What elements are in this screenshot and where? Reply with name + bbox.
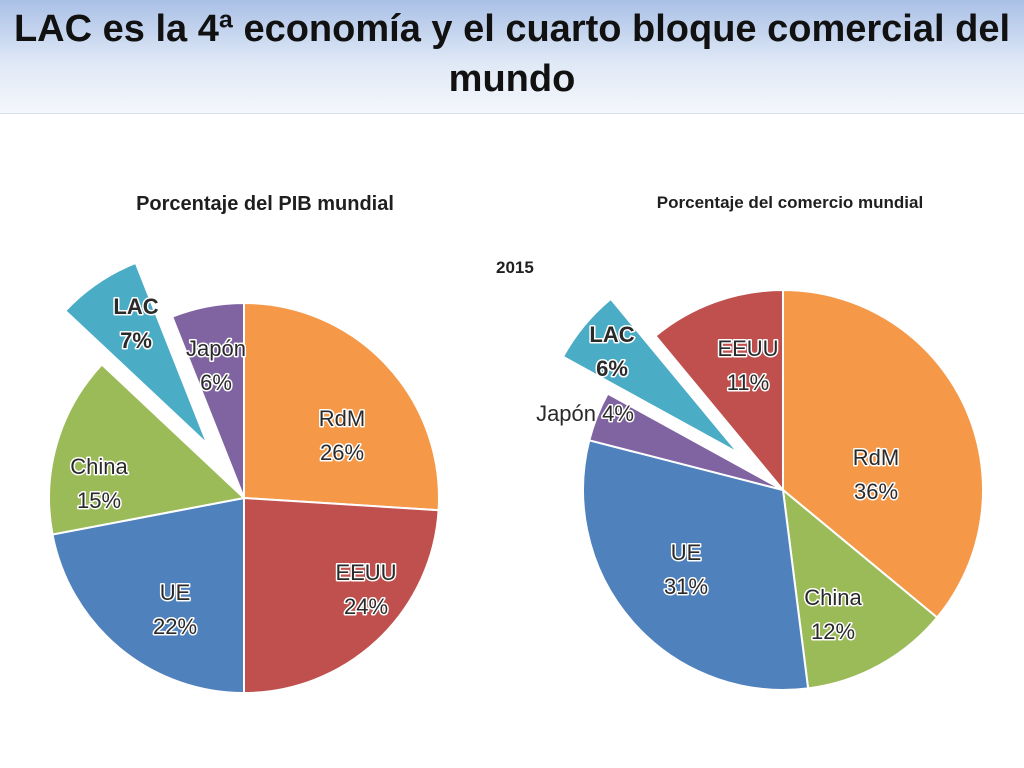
slice-china bbox=[48, 363, 247, 536]
label-eeuu: EEUU 11% bbox=[717, 336, 778, 395]
label-name-rdm: RdM bbox=[853, 445, 899, 470]
slice-japon bbox=[588, 392, 784, 491]
label-name-eeuu: EEUU bbox=[717, 336, 778, 361]
pib-chart-title: Porcentaje del PIB mundial bbox=[136, 193, 394, 215]
slice-lac bbox=[561, 297, 740, 454]
label-name-eeuu: EEUU bbox=[335, 560, 396, 585]
pib-pie: RdM 26% EEUU 24% UE 22% China 15% LAC 7% Japón 6% bbox=[48, 261, 440, 695]
slice-rdm bbox=[782, 288, 985, 619]
label-value-rdm: 26% bbox=[320, 440, 364, 465]
label-value-rdm: 36% bbox=[854, 479, 898, 504]
label-china: China 15% bbox=[70, 454, 128, 513]
title-bar: LAC es la 4ª economía y el cuarto bloque… bbox=[0, 0, 1024, 114]
trade-pie: RdM 36% China 12% UE 31% Japón 4% LAC 6% EEUU 11% bbox=[535, 288, 985, 691]
trade-chart-title: Porcentaje del comercio mundial bbox=[656, 193, 924, 212]
page-title: LAC es la 4ª economía y el cuarto bloque… bbox=[13, 8, 1011, 100]
label-rdm: RdM 26% bbox=[319, 406, 365, 465]
label-name-lac: LAC bbox=[113, 294, 158, 319]
label-value-ue: 31% bbox=[664, 574, 708, 599]
label-china: China 12% bbox=[804, 585, 862, 644]
label-value-lac: 6% bbox=[596, 356, 628, 381]
label-japon: Japón 6% bbox=[186, 336, 246, 395]
label-name-japon: Japón bbox=[186, 336, 246, 361]
slice-eeuu bbox=[654, 288, 784, 493]
slice-ue bbox=[51, 496, 245, 695]
label-lac: LAC 6% bbox=[589, 322, 634, 381]
label-ue: UE 31% bbox=[664, 540, 708, 599]
label-rdm: RdM 36% bbox=[853, 445, 899, 504]
label-value-china: 12% bbox=[811, 619, 855, 644]
label-japon: Japón 4% bbox=[536, 401, 634, 426]
slice-lac bbox=[63, 261, 209, 445]
slice-ue bbox=[582, 439, 810, 691]
label-value-japon: 6% bbox=[200, 370, 232, 395]
label-value-eeuu: 24% bbox=[344, 594, 388, 619]
label-name-rdm: RdM bbox=[319, 406, 365, 431]
label-value-ue: 22% bbox=[153, 614, 197, 639]
slice-japon bbox=[170, 301, 245, 499]
label-name-ue: UE bbox=[160, 580, 191, 605]
year-label: 2015 bbox=[496, 258, 534, 277]
label-eeuu: EEUU 24% bbox=[335, 560, 396, 619]
label-lac: LAC 7% bbox=[113, 294, 158, 353]
label-ue: UE 22% bbox=[153, 580, 197, 639]
slice-china bbox=[781, 487, 939, 690]
slice-eeuu bbox=[243, 496, 440, 695]
label-name-china: China bbox=[70, 454, 128, 479]
label-value-eeuu: 11% bbox=[727, 370, 769, 395]
label-name-china: China bbox=[804, 585, 862, 610]
label-value-china: 15% bbox=[77, 488, 121, 513]
label-value-lac: 7% bbox=[120, 328, 152, 353]
label-name-ue: UE bbox=[671, 540, 702, 565]
slice-rdm bbox=[243, 301, 440, 512]
label-name-lac: LAC bbox=[589, 322, 634, 347]
